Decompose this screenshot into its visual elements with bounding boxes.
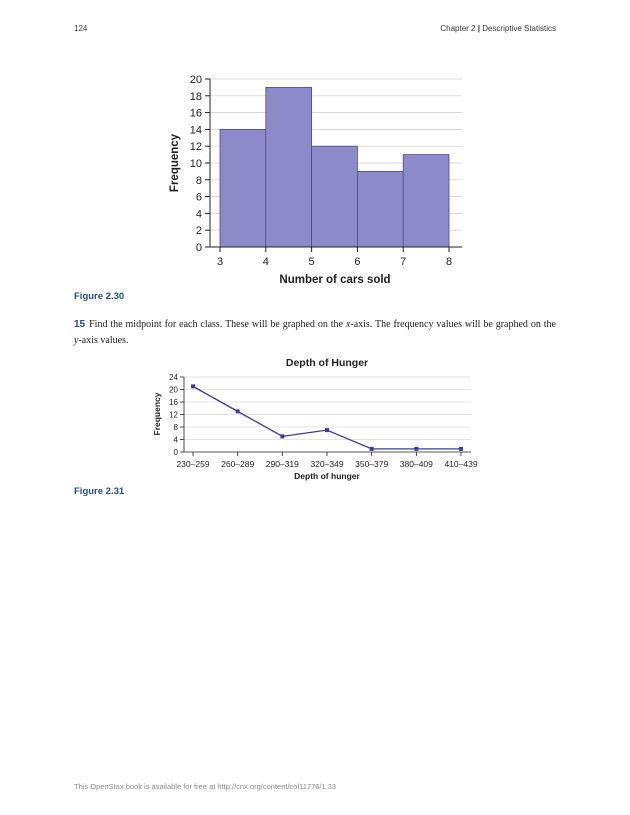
y-axis-title: Frequency xyxy=(152,392,162,435)
data-point xyxy=(369,446,374,451)
data-point xyxy=(280,434,285,439)
y-tick-label: 8 xyxy=(196,175,202,187)
running-header: Chapter 2 | Descriptive Statistics xyxy=(440,24,556,33)
data-point xyxy=(325,428,329,433)
x-tick-label: 320–349 xyxy=(310,459,343,469)
figure-2-30-label: Figure 2.30 xyxy=(74,291,125,302)
header-separator: | xyxy=(477,24,480,33)
exercise-number: 15 xyxy=(74,319,86,330)
y-tick-label: 6 xyxy=(196,192,202,204)
y-tick-label: 14 xyxy=(190,124,202,136)
chapter-title: Descriptive Statistics xyxy=(482,24,556,33)
x-tick-label: 260–289 xyxy=(221,459,254,469)
y-tick-label: 20 xyxy=(190,74,202,86)
y-tick-label: 2 xyxy=(196,225,202,237)
y-tick-label: 8 xyxy=(174,423,179,432)
y-tick-label: 4 xyxy=(174,436,179,445)
y-tick-label: 18 xyxy=(190,91,202,103)
chapter-name: Chapter 2 xyxy=(440,24,476,33)
histogram-bar xyxy=(219,128,267,248)
x-tick-label: 4 xyxy=(263,256,269,268)
x-tick-label: 5 xyxy=(309,256,315,268)
chart-title: Depth of Hunger xyxy=(286,357,368,369)
data-point xyxy=(414,446,419,451)
data-point xyxy=(191,384,195,389)
x-tick-label: 8 xyxy=(446,256,452,268)
x-tick-label: 6 xyxy=(354,256,360,268)
y-tick-label: 12 xyxy=(190,141,202,153)
page-number: 124 xyxy=(74,24,88,33)
exercise-text-middle: -axis. The frequency values will be grap… xyxy=(350,319,556,330)
figure-2-31-label: Figure 2.31 xyxy=(74,486,125,497)
y-tick-label: 0 xyxy=(174,448,179,457)
y-tick-label: 12 xyxy=(169,411,178,420)
x-axis-term: x xyxy=(345,319,351,330)
x-tick-label: 290–319 xyxy=(266,459,299,469)
x-tick-label: 230–259 xyxy=(176,459,209,469)
histogram-bar xyxy=(402,154,450,248)
y-axis-title: Frequency xyxy=(169,133,181,192)
x-tick-label: 410–439 xyxy=(444,459,477,469)
y-tick-label: 4 xyxy=(196,208,202,220)
footer-text: This OpenStax book is available for free… xyxy=(74,782,337,791)
histogram-bar xyxy=(265,87,312,248)
y-tick-label: 20 xyxy=(169,386,178,395)
data-point xyxy=(459,446,463,451)
y-axis-term: y xyxy=(74,335,79,346)
x-tick-label: 380–409 xyxy=(400,459,433,469)
exercise-15: 15 Find the midpoint for each class. Thes… xyxy=(74,317,556,349)
y-tick-label: 16 xyxy=(190,108,202,120)
y-tick-label: 10 xyxy=(190,158,202,170)
x-tick-label: 7 xyxy=(400,256,406,268)
exercise-text-before: Find the midpoint for each class. These … xyxy=(89,319,346,330)
y-tick-label: 24 xyxy=(169,373,178,382)
y-tick-label: 16 xyxy=(169,398,178,407)
y-tick-label: 0 xyxy=(196,242,202,254)
x-tick-label: 350–379 xyxy=(355,459,388,469)
exercise-text-after: -axis values. xyxy=(78,335,129,346)
data-point xyxy=(235,409,240,414)
x-axis-title: Depth of hunger xyxy=(294,471,360,481)
x-axis-title: Number of cars sold xyxy=(279,274,390,286)
x-tick-label: 3 xyxy=(217,256,223,268)
